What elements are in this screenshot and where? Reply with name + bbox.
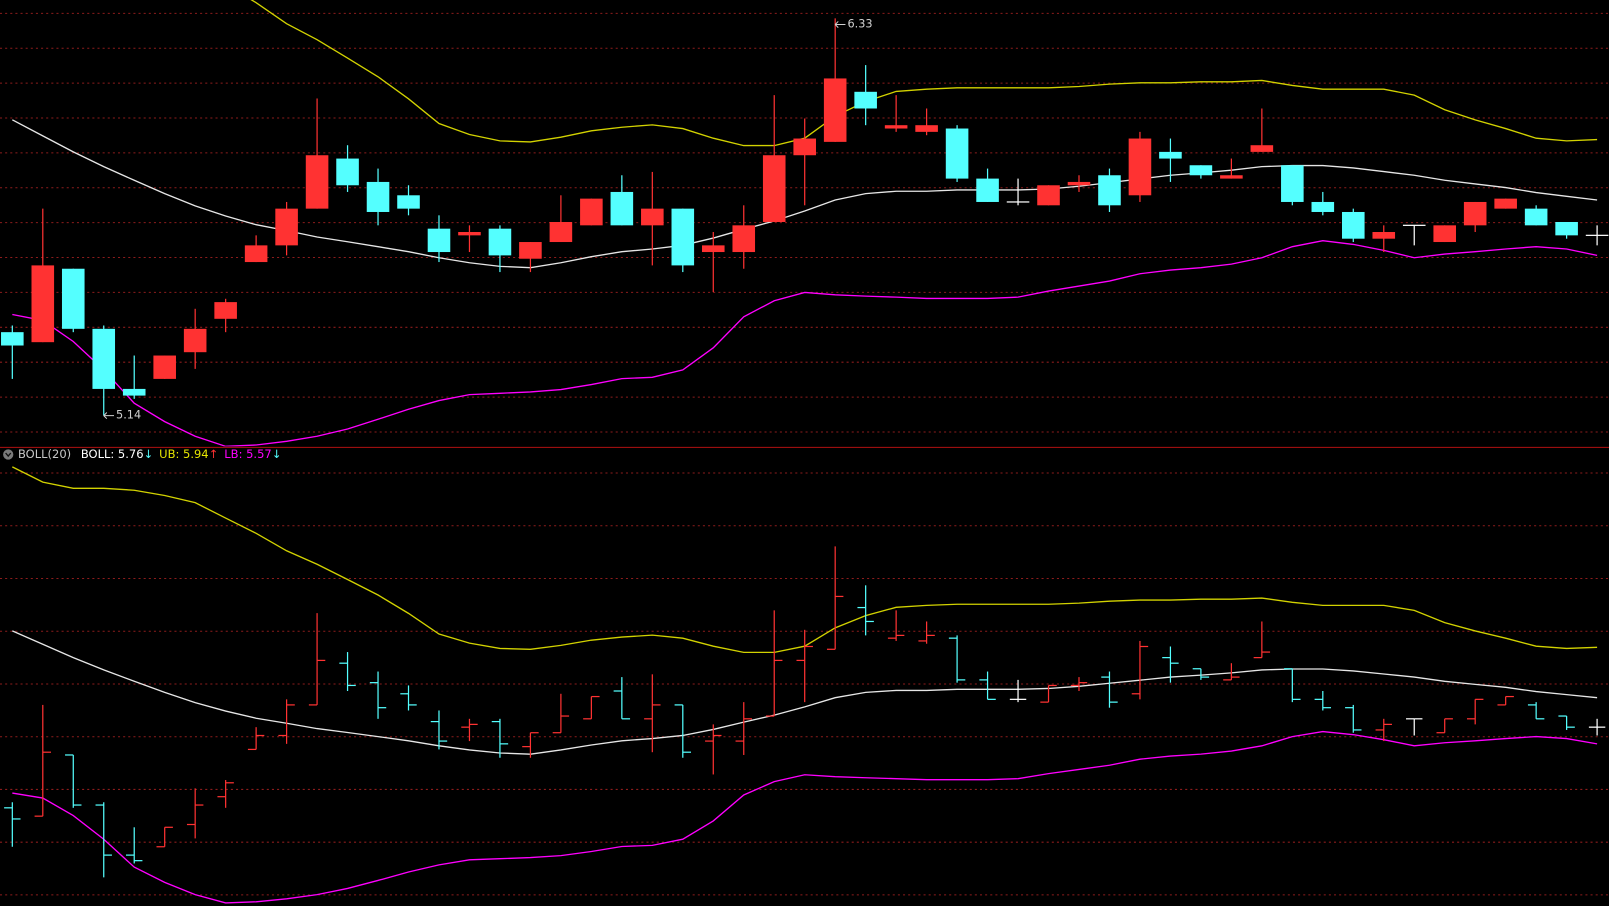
candle-body [1037,185,1060,206]
candle-body [1128,138,1152,196]
legend-entry: LB5.57↓ [224,447,281,461]
legend-entry: UB5.94↑ [159,447,218,461]
candle-body [92,328,116,389]
candle-body [1250,145,1274,152]
candle-body [427,228,451,253]
candle-body [854,91,877,109]
band-line [12,730,1598,904]
annotations: 6.33 5.14 [103,18,873,422]
candle-body [397,195,420,209]
candle-body [1341,211,1365,239]
candle-body [61,268,85,329]
legend-value: 5.94 [183,447,209,461]
candle-body [976,178,999,202]
candle-body [1006,201,1030,203]
legend-icon[interactable] [3,449,14,460]
candle-body [366,181,390,212]
legend-value: 5.76 [117,447,144,461]
candle-body [31,265,55,343]
candle-body [1098,175,1121,206]
candle-body [671,208,695,266]
candle-body [762,155,786,222]
candle-body [244,245,268,263]
candle-body [1433,225,1457,243]
annotation-label: 6.33 [847,18,872,31]
candle-body [1524,208,1548,226]
legend-trend: ↓ [271,447,282,461]
candle-body [1494,198,1517,209]
candle-body [1372,232,1396,239]
legend-name: LB [224,447,246,461]
indicator-legend: BOLL(20) BOLL5.76↓UB5.94↑LB5.57↓ [18,447,281,461]
candle-body [122,388,146,396]
candle-body [1311,201,1335,212]
candle-body [458,232,481,236]
legend-trend: ↑ [208,447,219,461]
candle-body [153,355,176,379]
candle-body [1,332,24,346]
legend-trend: ↓ [143,447,154,461]
candle-body [1402,224,1426,226]
annotation-pointer [103,412,115,420]
grid [0,12,1609,896]
legend-name: BOLL [81,447,118,461]
candle-body [580,198,603,226]
candle-body [214,302,237,319]
candle-body [1189,165,1213,176]
candle-body [732,225,756,253]
candle-body [641,208,664,226]
legend-entry: BOLL5.76↓ [81,447,153,461]
candle-body [275,208,298,246]
candle-body [945,128,969,179]
candle-body [1463,201,1487,226]
candle-body [183,328,207,353]
candle-body [1281,165,1304,202]
candle-body [519,242,542,259]
candle-body [823,78,847,142]
candle-body [1585,234,1609,236]
candle-body [488,228,512,256]
candle-body [305,155,329,209]
candle-body [1067,181,1091,186]
candle-body [915,125,938,132]
candle-body [793,138,816,156]
band-line [12,240,1598,447]
band-line [12,630,1598,755]
annotation-pointer [834,21,846,28]
legend-name: UB [159,447,183,461]
chevron [5,452,12,458]
candle-body [336,158,359,186]
candle-body [1220,175,1243,179]
price-panel [1,0,1609,447]
candle-body [884,125,908,129]
candle-body [549,221,573,243]
indicator-panel [4,466,1606,904]
annotation-label: 5.14 [116,409,141,422]
candle-body [1555,221,1578,236]
legend-value: 5.57 [246,447,272,461]
candle-body [1159,151,1182,159]
collapse-button[interactable] [3,449,14,460]
candle-body [610,191,634,226]
indicator-name: BOLL(20) [18,447,72,461]
candle-body [701,245,725,253]
